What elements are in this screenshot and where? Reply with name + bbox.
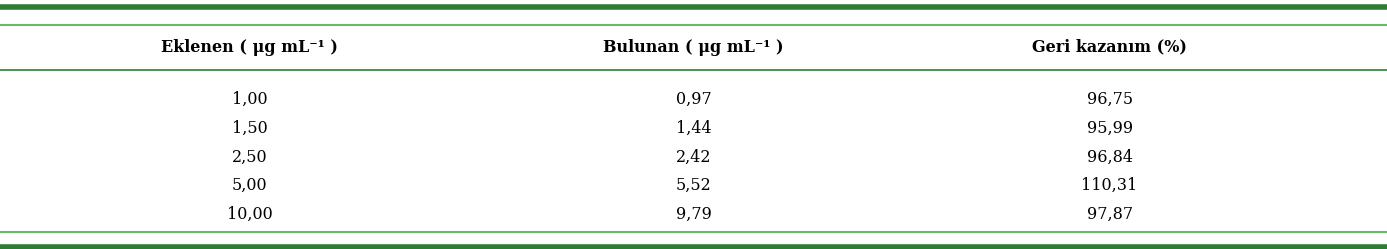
Text: 1,50: 1,50: [232, 120, 268, 137]
Text: 9,79: 9,79: [675, 206, 712, 223]
Text: 1,00: 1,00: [232, 91, 268, 108]
Text: Geri kazanım (%): Geri kazanım (%): [1032, 39, 1187, 56]
Text: 0,97: 0,97: [675, 91, 712, 108]
Text: 96,84: 96,84: [1086, 148, 1133, 165]
Text: 110,31: 110,31: [1082, 177, 1137, 194]
Text: 2,42: 2,42: [675, 148, 712, 165]
Text: 5,52: 5,52: [675, 177, 712, 194]
Text: Bulunan ( μg mL⁻¹ ): Bulunan ( μg mL⁻¹ ): [603, 39, 784, 56]
Text: 2,50: 2,50: [232, 148, 268, 165]
Text: 97,87: 97,87: [1086, 206, 1133, 223]
Text: Eklenen ( μg mL⁻¹ ): Eklenen ( μg mL⁻¹ ): [161, 39, 338, 56]
Text: 1,44: 1,44: [675, 120, 712, 137]
Text: 96,75: 96,75: [1086, 91, 1133, 108]
Text: 5,00: 5,00: [232, 177, 268, 194]
Text: 95,99: 95,99: [1086, 120, 1133, 137]
Text: 10,00: 10,00: [227, 206, 272, 223]
